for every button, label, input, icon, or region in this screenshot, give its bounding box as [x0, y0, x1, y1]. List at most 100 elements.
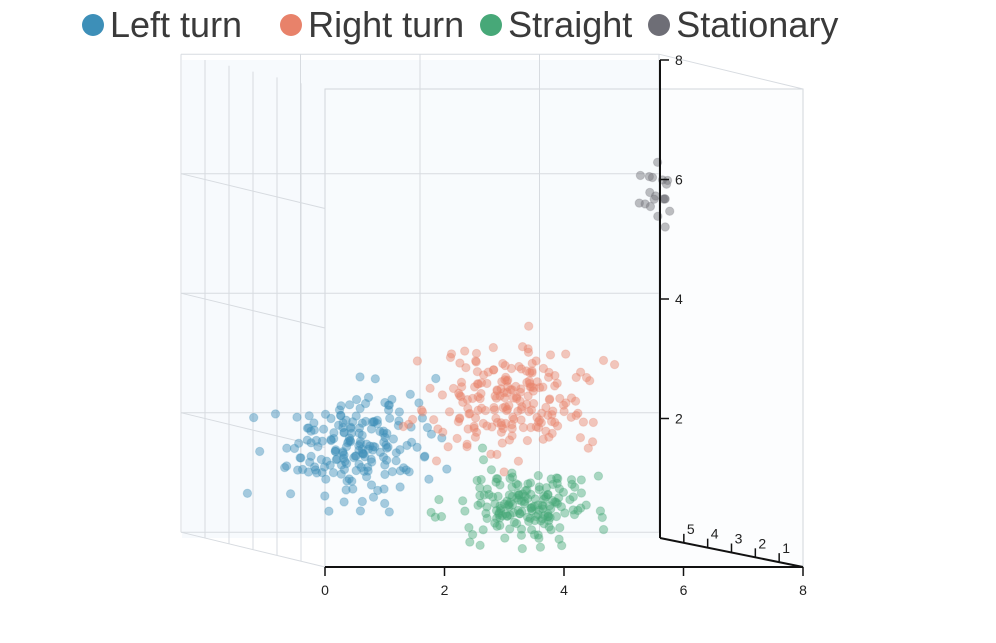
data-point	[310, 465, 321, 475]
data-point	[635, 170, 646, 181]
legend-marker-straight	[480, 14, 503, 36]
data-point	[509, 414, 519, 424]
data-point	[379, 484, 389, 494]
data-point	[587, 437, 598, 447]
data-points	[242, 157, 675, 554]
data-point	[424, 474, 434, 484]
data-point	[341, 442, 352, 452]
data-point	[593, 471, 604, 481]
data-point	[523, 391, 533, 401]
data-point	[526, 503, 536, 514]
data-point	[512, 493, 522, 503]
data-point	[349, 453, 359, 463]
data-point	[338, 418, 348, 428]
data-point	[536, 516, 546, 526]
data-point	[526, 382, 536, 392]
data-point	[405, 389, 415, 399]
data-point	[394, 416, 404, 426]
data-point	[292, 412, 302, 422]
data-point	[489, 402, 499, 413]
data-point	[492, 385, 502, 395]
data-point	[501, 372, 511, 382]
data-point	[339, 427, 349, 437]
data-point	[566, 393, 577, 403]
data-point	[344, 474, 354, 484]
legend-item-right-turn[interactable]: Right turn	[280, 4, 464, 46]
data-point	[533, 417, 544, 427]
data-point	[544, 367, 554, 378]
data-point	[525, 367, 535, 378]
data-point	[502, 511, 512, 521]
data-point	[538, 504, 548, 514]
data-point	[356, 462, 366, 473]
data-point	[546, 416, 557, 427]
data-point	[361, 416, 371, 427]
data-point	[387, 467, 398, 477]
legend-item-stationary[interactable]: Stationary	[648, 4, 838, 46]
data-point	[381, 440, 391, 450]
data-point	[526, 503, 536, 513]
data-point	[486, 465, 497, 475]
data-point	[426, 429, 437, 439]
data-point	[470, 413, 481, 423]
data-point	[454, 390, 465, 401]
data-point	[425, 383, 435, 393]
data-point	[545, 512, 555, 523]
data-point	[351, 451, 361, 461]
data-point	[303, 467, 314, 477]
data-point	[436, 511, 447, 522]
data-point	[500, 393, 510, 403]
data-point	[552, 378, 562, 388]
data-point	[354, 441, 364, 451]
data-point	[309, 462, 320, 472]
data-point	[325, 460, 335, 470]
data-point	[511, 518, 522, 529]
data-point	[380, 397, 390, 408]
data-point	[326, 434, 336, 445]
data-point	[368, 492, 379, 502]
data-point	[487, 422, 497, 432]
data-point	[534, 485, 544, 495]
data-point	[524, 406, 534, 417]
data-point	[491, 505, 502, 516]
data-point	[524, 376, 534, 386]
data-point	[339, 497, 349, 507]
data-point	[504, 400, 514, 411]
data-point	[368, 445, 378, 455]
data-point	[597, 512, 607, 523]
data-point	[338, 448, 348, 458]
data-point	[338, 447, 348, 457]
data-point	[304, 411, 314, 421]
data-point	[544, 516, 554, 526]
data-point	[570, 396, 581, 406]
data-point	[375, 426, 385, 437]
data-point	[522, 399, 532, 409]
data-point	[598, 524, 609, 535]
data-point	[443, 442, 453, 452]
data-point	[478, 370, 489, 380]
data-point	[464, 409, 474, 419]
data-point	[429, 415, 439, 425]
data-point	[460, 346, 470, 356]
data-point	[531, 356, 541, 366]
data-point	[491, 513, 502, 523]
data-point	[395, 445, 405, 455]
data-point	[525, 378, 535, 389]
data-point	[384, 400, 394, 410]
data-point	[502, 404, 513, 414]
data-point	[484, 489, 494, 500]
data-point	[455, 358, 465, 368]
data-point	[521, 366, 532, 376]
legend-item-straight[interactable]: Straight	[480, 4, 632, 46]
data-point	[306, 451, 316, 461]
data-point	[511, 381, 521, 392]
data-point	[311, 435, 322, 446]
data-point	[500, 360, 510, 371]
data-point	[379, 437, 389, 447]
data-point	[535, 542, 546, 552]
data-point	[351, 394, 362, 405]
legend-item-left-turn[interactable]: Left turn	[82, 4, 242, 46]
data-point	[556, 502, 567, 512]
data-point	[588, 417, 598, 428]
data-point	[575, 433, 586, 443]
